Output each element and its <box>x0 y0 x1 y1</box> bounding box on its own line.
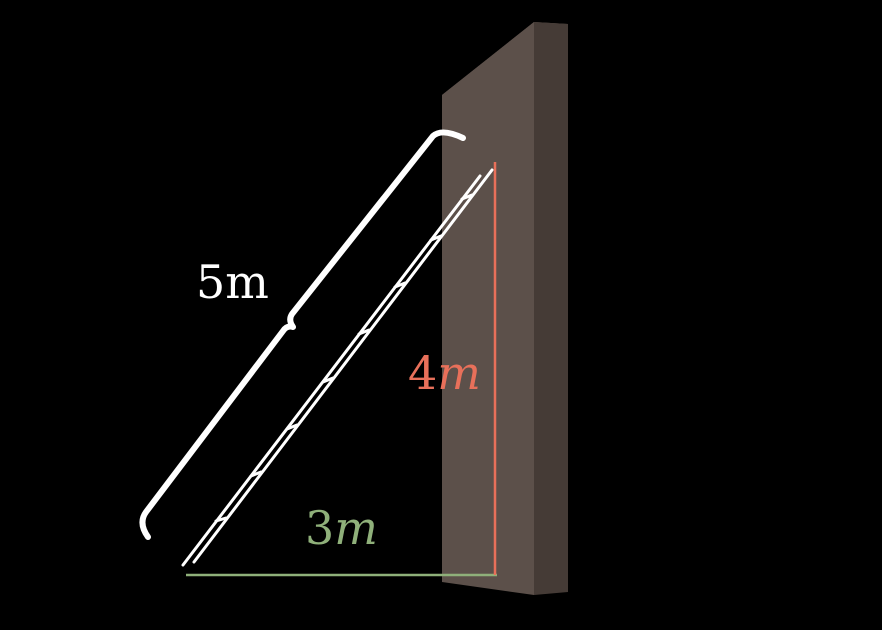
base-label: 3m <box>305 501 378 555</box>
ladder-rung <box>393 281 407 289</box>
ladder-icon <box>181 168 494 567</box>
height-label-value: 4 <box>408 346 437 400</box>
wall-front-face <box>442 22 534 595</box>
base-label-value: 3 <box>305 501 334 555</box>
ladder-rung <box>429 234 443 242</box>
ladder-rung <box>285 423 299 431</box>
wall <box>442 22 568 595</box>
ladder-rung <box>357 328 371 336</box>
curly-brace-icon <box>139 129 466 540</box>
ladder-rung <box>214 516 228 523</box>
hypotenuse-label: 5m <box>196 255 269 309</box>
ladder-rung <box>321 376 335 384</box>
height-label: 4m <box>408 346 481 400</box>
ladder-rung <box>460 193 474 201</box>
ladder-rung <box>249 470 263 478</box>
wall-side-face <box>534 22 568 595</box>
height-label-unit: m <box>437 346 481 400</box>
base-label-unit: m <box>334 501 378 555</box>
